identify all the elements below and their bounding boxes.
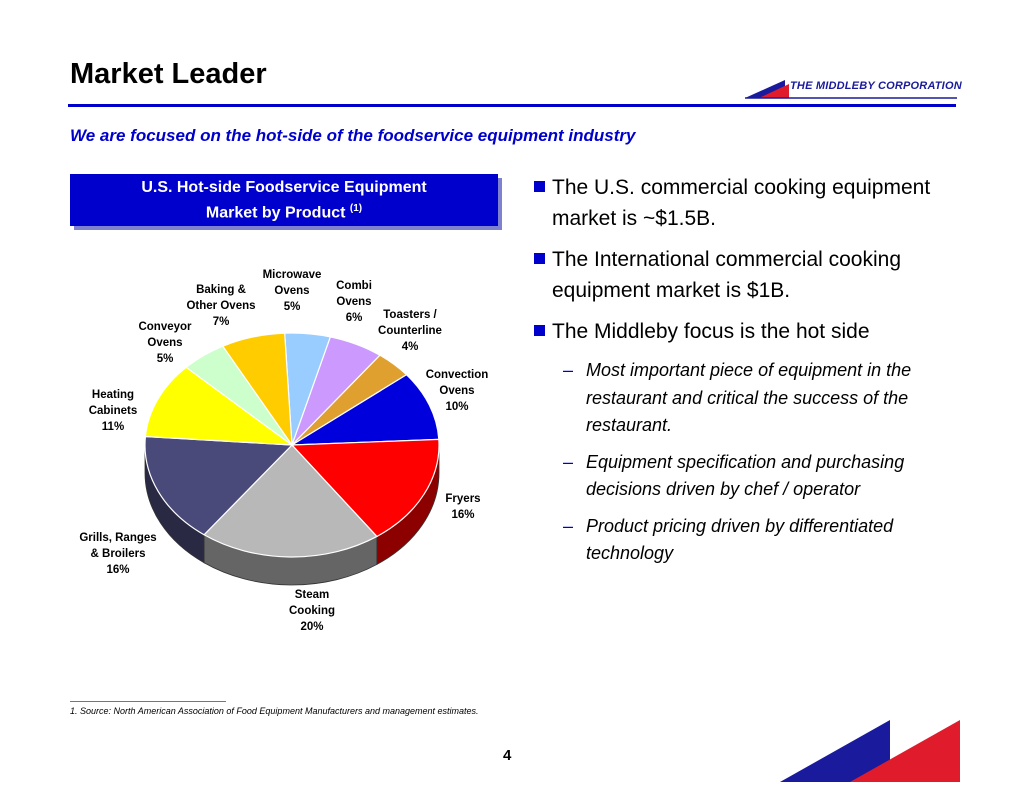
bullet-list: The U.S. commercial cooking equipment ma…	[534, 172, 954, 577]
logo-text: THE MIDDLEBY CORPORATION	[790, 80, 962, 92]
chart-title-box: U.S. Hot-side Foodservice Equipment Mark…	[70, 174, 498, 226]
page-title: Market Leader	[70, 58, 267, 90]
company-logo	[745, 80, 957, 99]
bullet-item: The U.S. commercial cooking equipment ma…	[534, 172, 954, 234]
pie-slice	[289, 373, 440, 446]
slice-label: Steam Cooking 20%	[289, 589, 335, 633]
title-divider	[68, 104, 956, 107]
dash-marker: –	[563, 515, 574, 536]
pie-slice	[290, 438, 440, 538]
sub-bullet-item: – Most important piece of equipment in th…	[534, 357, 954, 440]
footnote-divider	[70, 701, 226, 702]
sub-bullet-item: – Equipment specification and purchasing …	[534, 449, 954, 504]
slice-label: Combi Ovens 6%	[336, 280, 372, 324]
sub-bullet-text: Product pricing driven by differentiated…	[586, 515, 894, 564]
pie-slice	[203, 444, 378, 558]
dash-marker: –	[563, 360, 574, 380]
slice-label: Heating Cabinets 11%	[89, 389, 138, 433]
bullet-item: The Middleby focus is the hot side	[534, 316, 954, 347]
slice-label: Convection Ovens 10%	[426, 369, 489, 413]
sub-bullet-text: Most important piece of equipment in the…	[586, 360, 912, 435]
slice-label: Toasters / Counterline 4%	[378, 309, 442, 353]
chart-title-line2: Market by Product (1)	[70, 198, 498, 223]
dash-marker: –	[563, 451, 574, 472]
footnote: 1. Source: North American Association of…	[70, 706, 479, 716]
corner-logo-graphic	[780, 720, 960, 782]
chart-title-line1: U.S. Hot-side Foodservice Equipment	[141, 178, 427, 196]
pie-slice	[144, 366, 294, 446]
pie-slice	[144, 435, 294, 536]
sub-bullet-item: – Product pricing driven by differentiate…	[534, 513, 954, 568]
slice-label: Baking & Other Ovens 7%	[186, 284, 255, 328]
chart-title-text: Market by Product	[205, 204, 346, 222]
slice-label: Conveyor Ovens 5%	[138, 321, 192, 365]
page-number: 4	[503, 747, 512, 764]
bullet-item: The International commercial cooking equ…	[534, 244, 954, 306]
footnote-ref: (1)	[349, 202, 363, 214]
sub-bullet-text: Equipment specification and purchasing d…	[586, 451, 905, 500]
slice-label: Microwave Ovens 5%	[263, 269, 322, 313]
slice-label: Grills, Ranges & Broilers 16%	[79, 532, 156, 576]
page-subtitle: We are focused on the hot-side of the fo…	[70, 126, 636, 145]
slice-label: Fryers 16%	[445, 493, 480, 521]
pie-slice	[221, 332, 293, 448]
